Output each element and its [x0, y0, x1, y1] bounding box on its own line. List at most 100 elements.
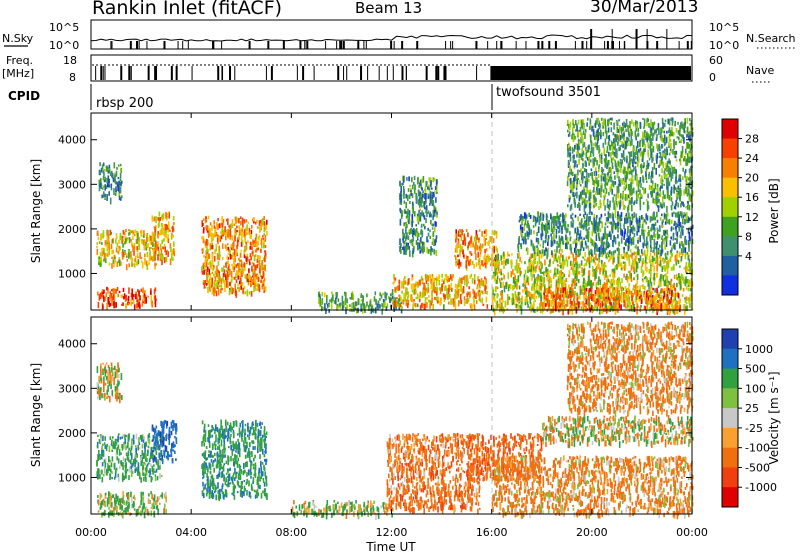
scatter-cell: [244, 227, 247, 234]
scatter-cell: [431, 196, 434, 200]
scatter-cell: [468, 240, 471, 246]
scatter-cell: [603, 284, 605, 291]
scatter-cell: [395, 303, 397, 311]
scatter-cell: [624, 228, 626, 235]
scatter-cell: [542, 245, 544, 249]
scatter-cell: [645, 254, 648, 260]
scatter-cell: [162, 254, 164, 260]
scatter-cell: [133, 233, 136, 237]
scatter-cell: [557, 225, 559, 229]
scatter-cell: [552, 291, 555, 298]
scatter-cell: [668, 299, 671, 303]
scatter-cell: [660, 245, 663, 250]
scatter-cell: [468, 292, 471, 298]
scatter-cell: [385, 294, 387, 301]
scatter-cell: [532, 304, 534, 310]
scatter-cell: [576, 182, 578, 188]
scatter-cell: [125, 303, 127, 309]
scatter-cell: [122, 287, 125, 292]
scatter-cell: [119, 232, 122, 237]
scatter-cell: [514, 265, 517, 271]
scatter-cell: [521, 295, 523, 302]
scatter-cell: [571, 217, 574, 221]
scatter-cell: [228, 290, 231, 296]
scatter-cell: [152, 249, 155, 254]
scatter-cell: [575, 267, 578, 273]
scatter-cell: [481, 297, 484, 304]
scatter-cell: [671, 253, 673, 257]
scatter-cell: [211, 277, 214, 284]
scatter-cell: [661, 266, 664, 272]
scatter-cell: [432, 304, 434, 310]
scatter-cell: [599, 267, 602, 272]
scatter-cell: [420, 237, 422, 243]
scatter-cell: [624, 217, 626, 224]
scatter-cell: [244, 236, 246, 243]
scatter-cell: [682, 287, 685, 292]
scatter-cell: [627, 276, 630, 280]
scatter-cell: [233, 240, 235, 247]
scatter-cell: [256, 219, 258, 224]
scatter-cell: [593, 201, 595, 209]
scatter-cell: [353, 306, 355, 312]
scatter-cell: [145, 244, 148, 248]
scatter-cell: [638, 193, 640, 196]
scatter-cell: [418, 242, 421, 250]
scatter-cell: [577, 279, 580, 284]
scatter-cell: [220, 284, 223, 288]
scatter-cell: [613, 171, 616, 174]
scatter-cell: [532, 270, 534, 274]
scatter-cell: [227, 228, 229, 232]
scatter-cell: [120, 168, 122, 172]
scatter-cell: [568, 284, 570, 289]
scatter-cell: [593, 307, 596, 311]
scatter-cell: [443, 278, 446, 283]
scatter-cell: [431, 203, 434, 206]
scatter-cell: [548, 219, 550, 227]
scatter-cell: [439, 301, 441, 306]
scatter-cell: [650, 306, 653, 310]
scatter-cell: [131, 297, 134, 300]
scatter-cell: [469, 250, 471, 254]
scatter-cell: [642, 217, 645, 224]
scatter-cell: [154, 250, 157, 255]
scatter-cell: [419, 246, 422, 250]
scatter-cell: [533, 292, 535, 298]
scatter-cell: [166, 249, 168, 253]
scatter-cell: [665, 215, 668, 221]
scatter-cell: [538, 268, 541, 273]
scatter-cell: [405, 245, 407, 250]
scatter-cell: [104, 184, 106, 191]
scatter-cell: [230, 278, 233, 283]
scatter-cell: [158, 211, 161, 217]
scatter-cell: [534, 220, 537, 224]
scatter-cell: [427, 287, 430, 293]
scatter-cell: [600, 238, 602, 243]
scatter-cell: [618, 254, 620, 262]
scatter-cell: [224, 244, 227, 249]
scatter-cell: [679, 158, 682, 166]
scatter-cell: [465, 229, 468, 232]
scatter-cell: [681, 225, 683, 230]
scatter-cell: [612, 277, 615, 283]
scatter-cell: [264, 225, 267, 232]
scatter-cell: [668, 305, 670, 312]
scatter-cell: [222, 276, 224, 282]
scatter-cell: [535, 290, 537, 293]
scatter-cell: [554, 300, 557, 306]
scatter-cell: [661, 117, 664, 124]
scatter-cell: [664, 252, 667, 260]
scatter-cell: [670, 236, 672, 240]
scatter-cell: [489, 246, 491, 249]
scatter-cell: [628, 296, 630, 301]
scatter-cell: [110, 231, 112, 235]
scatter-cell: [568, 256, 570, 260]
scatter-cell: [496, 286, 499, 290]
scatter-cell: [520, 260, 523, 264]
scatter-cell: [610, 255, 613, 259]
scatter-cell: [625, 239, 627, 247]
scatter-cell: [400, 296, 402, 302]
scatter-cell: [680, 248, 683, 254]
scatter-cell: [209, 233, 211, 237]
scatter-cell: [578, 271, 580, 274]
